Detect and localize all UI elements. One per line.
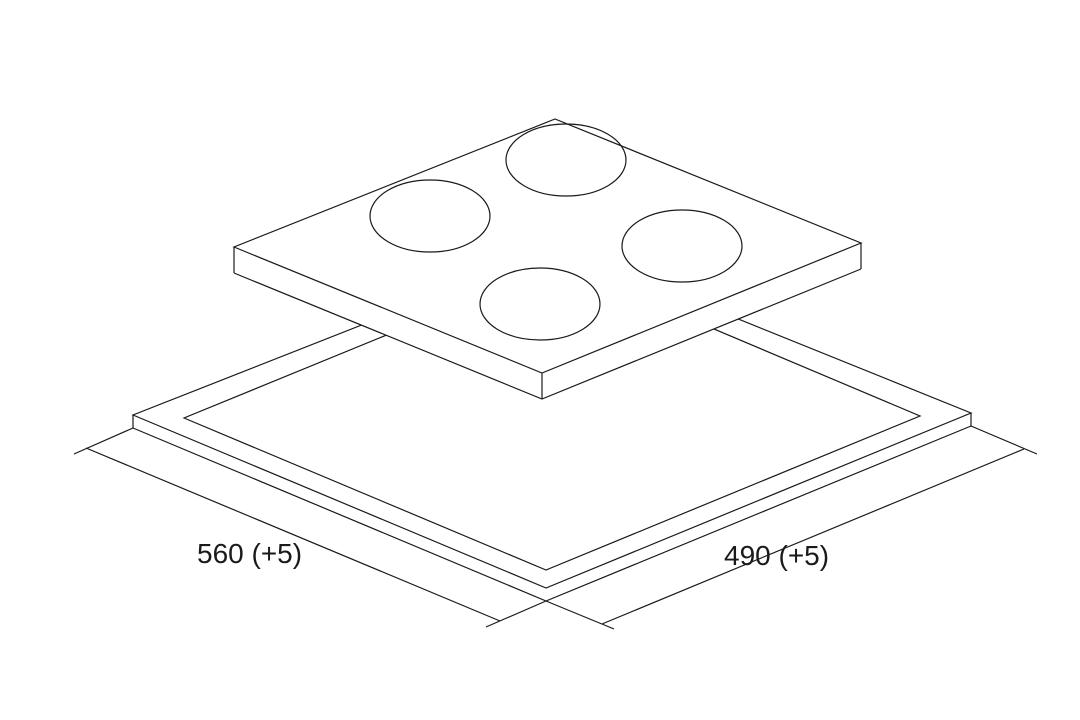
dim-right-label: 490 (+5) — [724, 540, 829, 571]
dim-left-label: 560 (+5) — [197, 538, 302, 569]
cooktop-cutout-diagram: 560 (+5) 490 (+5) — [0, 0, 1080, 720]
